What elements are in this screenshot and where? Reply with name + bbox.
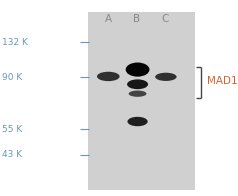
Text: 132 K: 132 K: [2, 38, 28, 47]
Text: A: A: [105, 14, 112, 24]
Ellipse shape: [97, 72, 119, 81]
Ellipse shape: [128, 117, 148, 126]
Ellipse shape: [127, 79, 148, 89]
Text: MAD1: MAD1: [207, 76, 238, 86]
Ellipse shape: [126, 63, 149, 77]
Ellipse shape: [155, 73, 177, 81]
FancyBboxPatch shape: [88, 12, 195, 190]
Text: 90 K: 90 K: [2, 73, 23, 82]
Text: 55 K: 55 K: [2, 125, 23, 134]
Ellipse shape: [129, 91, 147, 97]
Text: B: B: [133, 14, 140, 24]
Text: 43 K: 43 K: [2, 150, 23, 159]
Text: C: C: [162, 14, 169, 24]
